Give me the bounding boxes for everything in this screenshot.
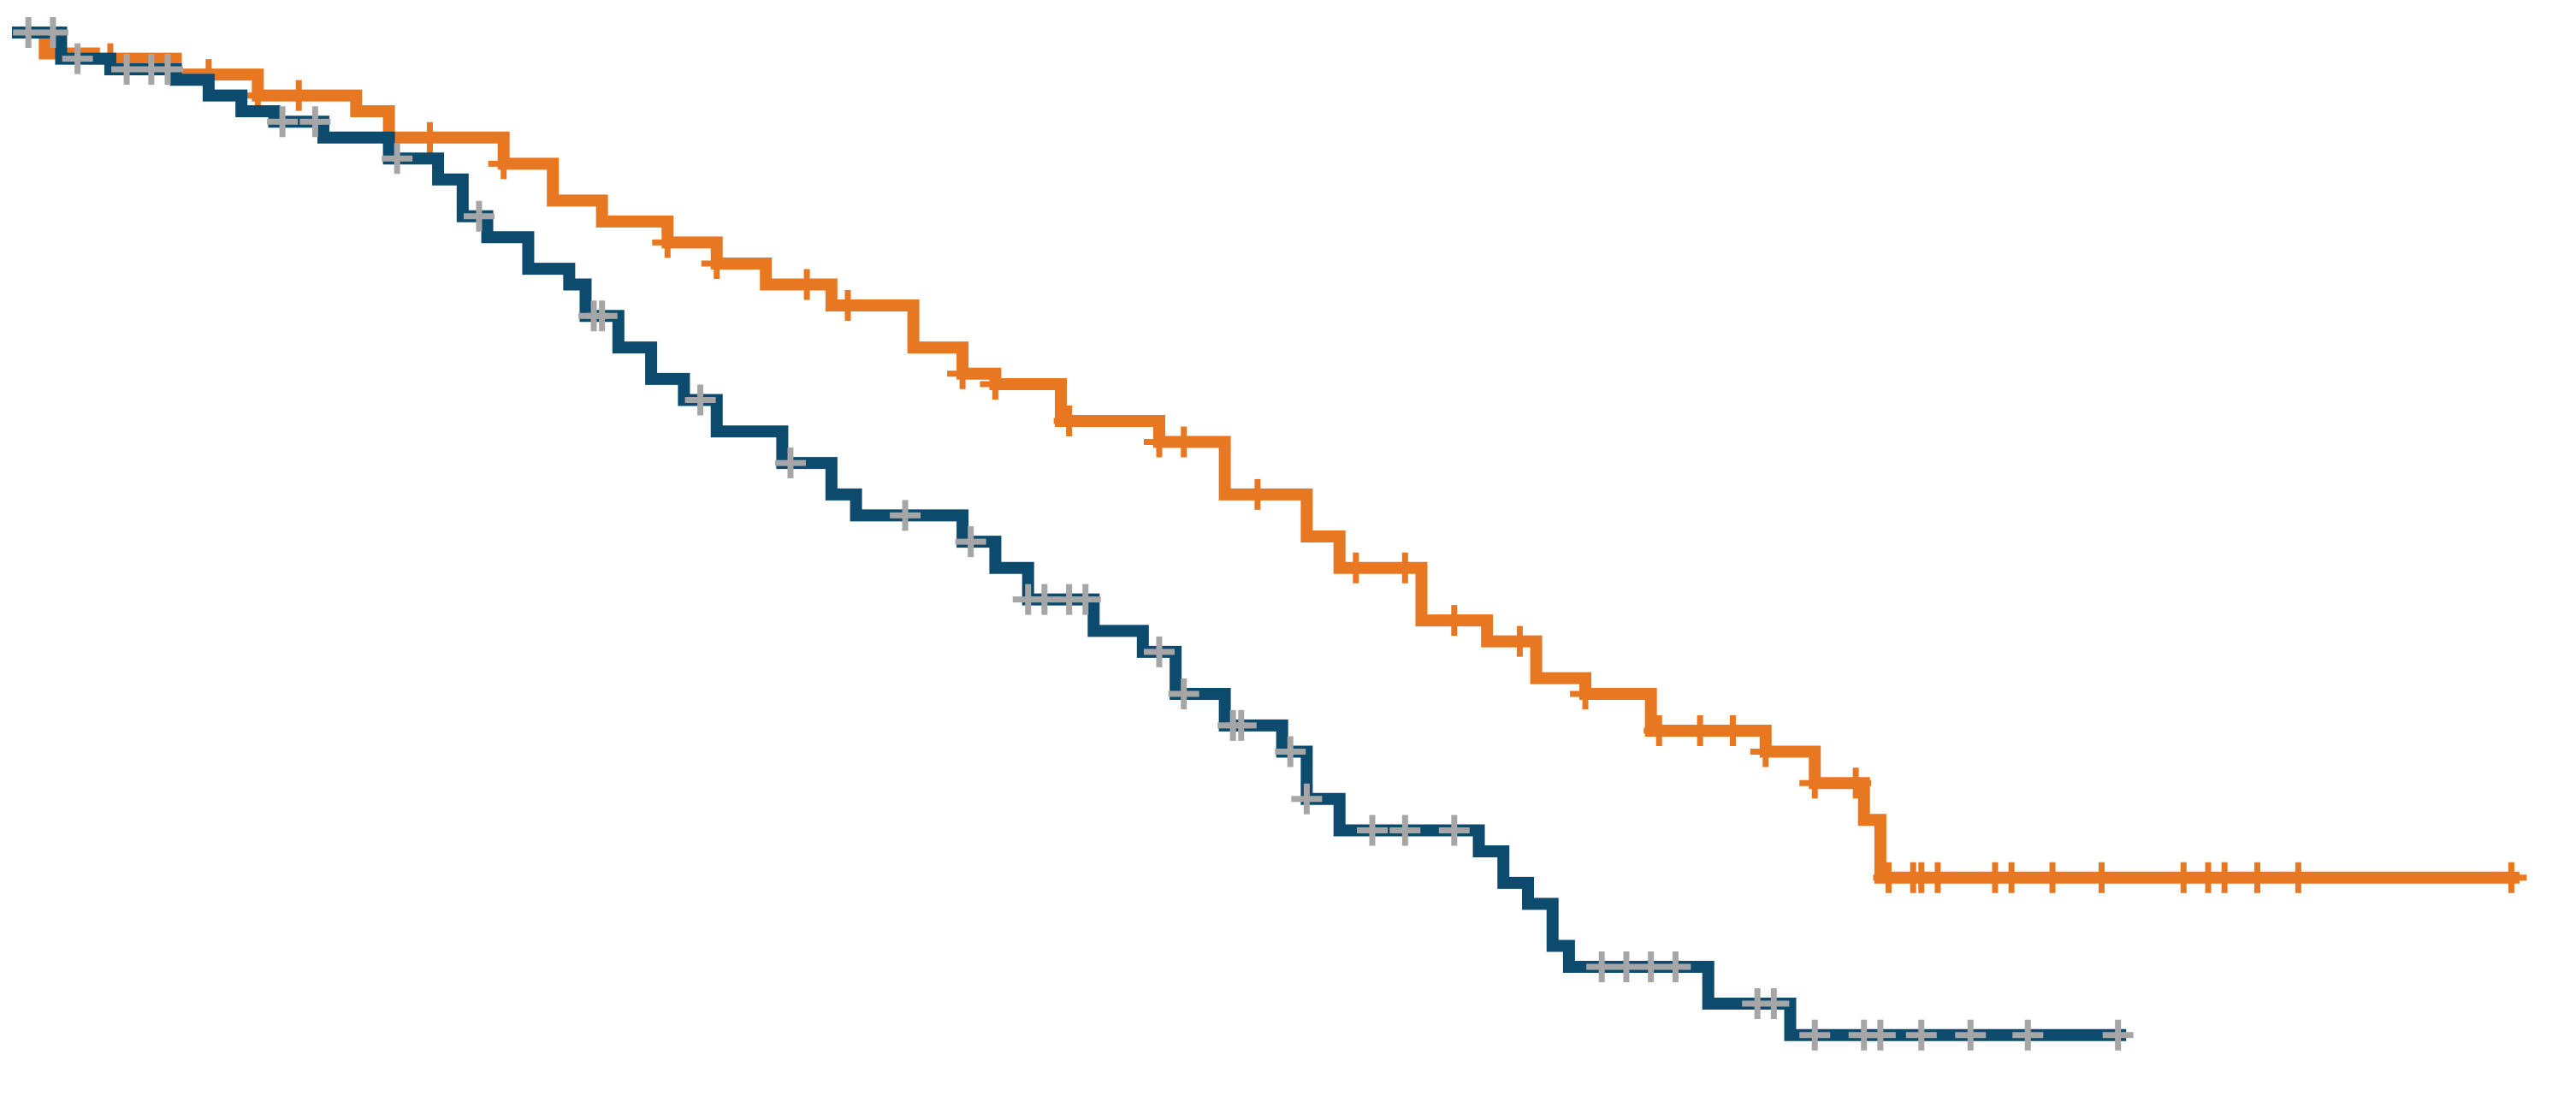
series-1-censor-mark: [1053, 405, 1085, 436]
series-1-censor-mark: [1340, 552, 1371, 584]
series-1-censor-mark: [980, 369, 1011, 400]
series-1-censor-mark: [2496, 862, 2527, 893]
series-2-censor-mark: [774, 447, 806, 479]
series-2-censor-mark: [1389, 815, 1421, 846]
series-1-censor-mark: [2037, 862, 2069, 893]
series-2-censor-mark: [1168, 678, 1199, 710]
series-2-censor-mark: [1357, 815, 1389, 846]
series-2-censor-mark: [2102, 1019, 2134, 1051]
series-1-line: [12, 27, 2520, 884]
series-2-censor-mark: [267, 106, 299, 138]
series-1-censor-mark: [832, 290, 863, 322]
series-2-censor-mark: [37, 17, 68, 48]
series-2-censor-mark: [1275, 736, 1306, 767]
series-1-censor-mark: [1799, 767, 1831, 799]
series-2-censor-mark: [684, 384, 716, 416]
series-1-censor-mark: [1438, 605, 1470, 637]
series-1-censor-mark: [791, 269, 823, 300]
series-1-censor-mark: [1750, 736, 1781, 767]
series-2-censor-mark: [955, 526, 986, 558]
series-1-censor-mark: [1643, 714, 1675, 746]
series-2-line: [12, 27, 2127, 1041]
series-2-censor-mark: [62, 43, 93, 74]
series-2-censor-mark: [1143, 636, 1175, 667]
series-1-censor-mark: [283, 80, 315, 111]
series-layer: [12, 17, 2527, 1051]
series-2-censor-mark: [151, 53, 183, 85]
series-1-censor-mark: [488, 148, 519, 180]
series-1-censor-mark: [1996, 862, 2028, 893]
series-1-censor-mark: [1168, 426, 1199, 458]
series-2-censor-mark: [1291, 783, 1323, 815]
series-1-censor-mark: [1922, 862, 1953, 893]
series-1-censor-mark: [1570, 678, 1602, 710]
series-2-censor-mark: [1955, 1019, 1987, 1051]
series-2-censor-mark: [1799, 1019, 1831, 1051]
series-2-censor-mark: [1864, 1019, 1896, 1051]
series-1-censor-mark: [1504, 625, 1536, 657]
series-1-censor-mark: [1241, 478, 1273, 510]
series-2-censor-mark: [2012, 1019, 2044, 1051]
series-2-censor-mark: [1758, 987, 1790, 1019]
series-2-censor-mark: [586, 300, 618, 332]
series-1-censor-mark: [1389, 552, 1421, 584]
series-1-censor-mark: [652, 227, 684, 258]
series-1-censor-mark: [2086, 862, 2117, 893]
series-1-censor-mark: [2209, 862, 2241, 893]
series-2-censor-mark: [890, 500, 921, 531]
series-2-censor-mark: [1069, 584, 1101, 615]
series-2-censor-mark: [1905, 1019, 1937, 1051]
series-1-censor-mark: [2241, 862, 2273, 893]
series-2-censor-mark: [299, 106, 331, 138]
series-1-censor-mark: [947, 358, 979, 389]
series-2-censor-mark: [463, 200, 494, 232]
series-1-censor-mark: [414, 121, 446, 153]
series-1-censor-mark: [1840, 767, 1872, 799]
series-1-censor-mark: [1717, 714, 1749, 746]
series-2-censor-mark: [1660, 951, 1691, 983]
series-2-censor-mark: [1438, 815, 1470, 846]
series-2-censor-mark: [1225, 709, 1257, 741]
series-1-censor-mark: [1685, 714, 1716, 746]
series-2-censor-mark: [382, 143, 413, 175]
series-1-censor-mark: [701, 247, 732, 279]
series-1-censor-mark: [2283, 862, 2314, 893]
